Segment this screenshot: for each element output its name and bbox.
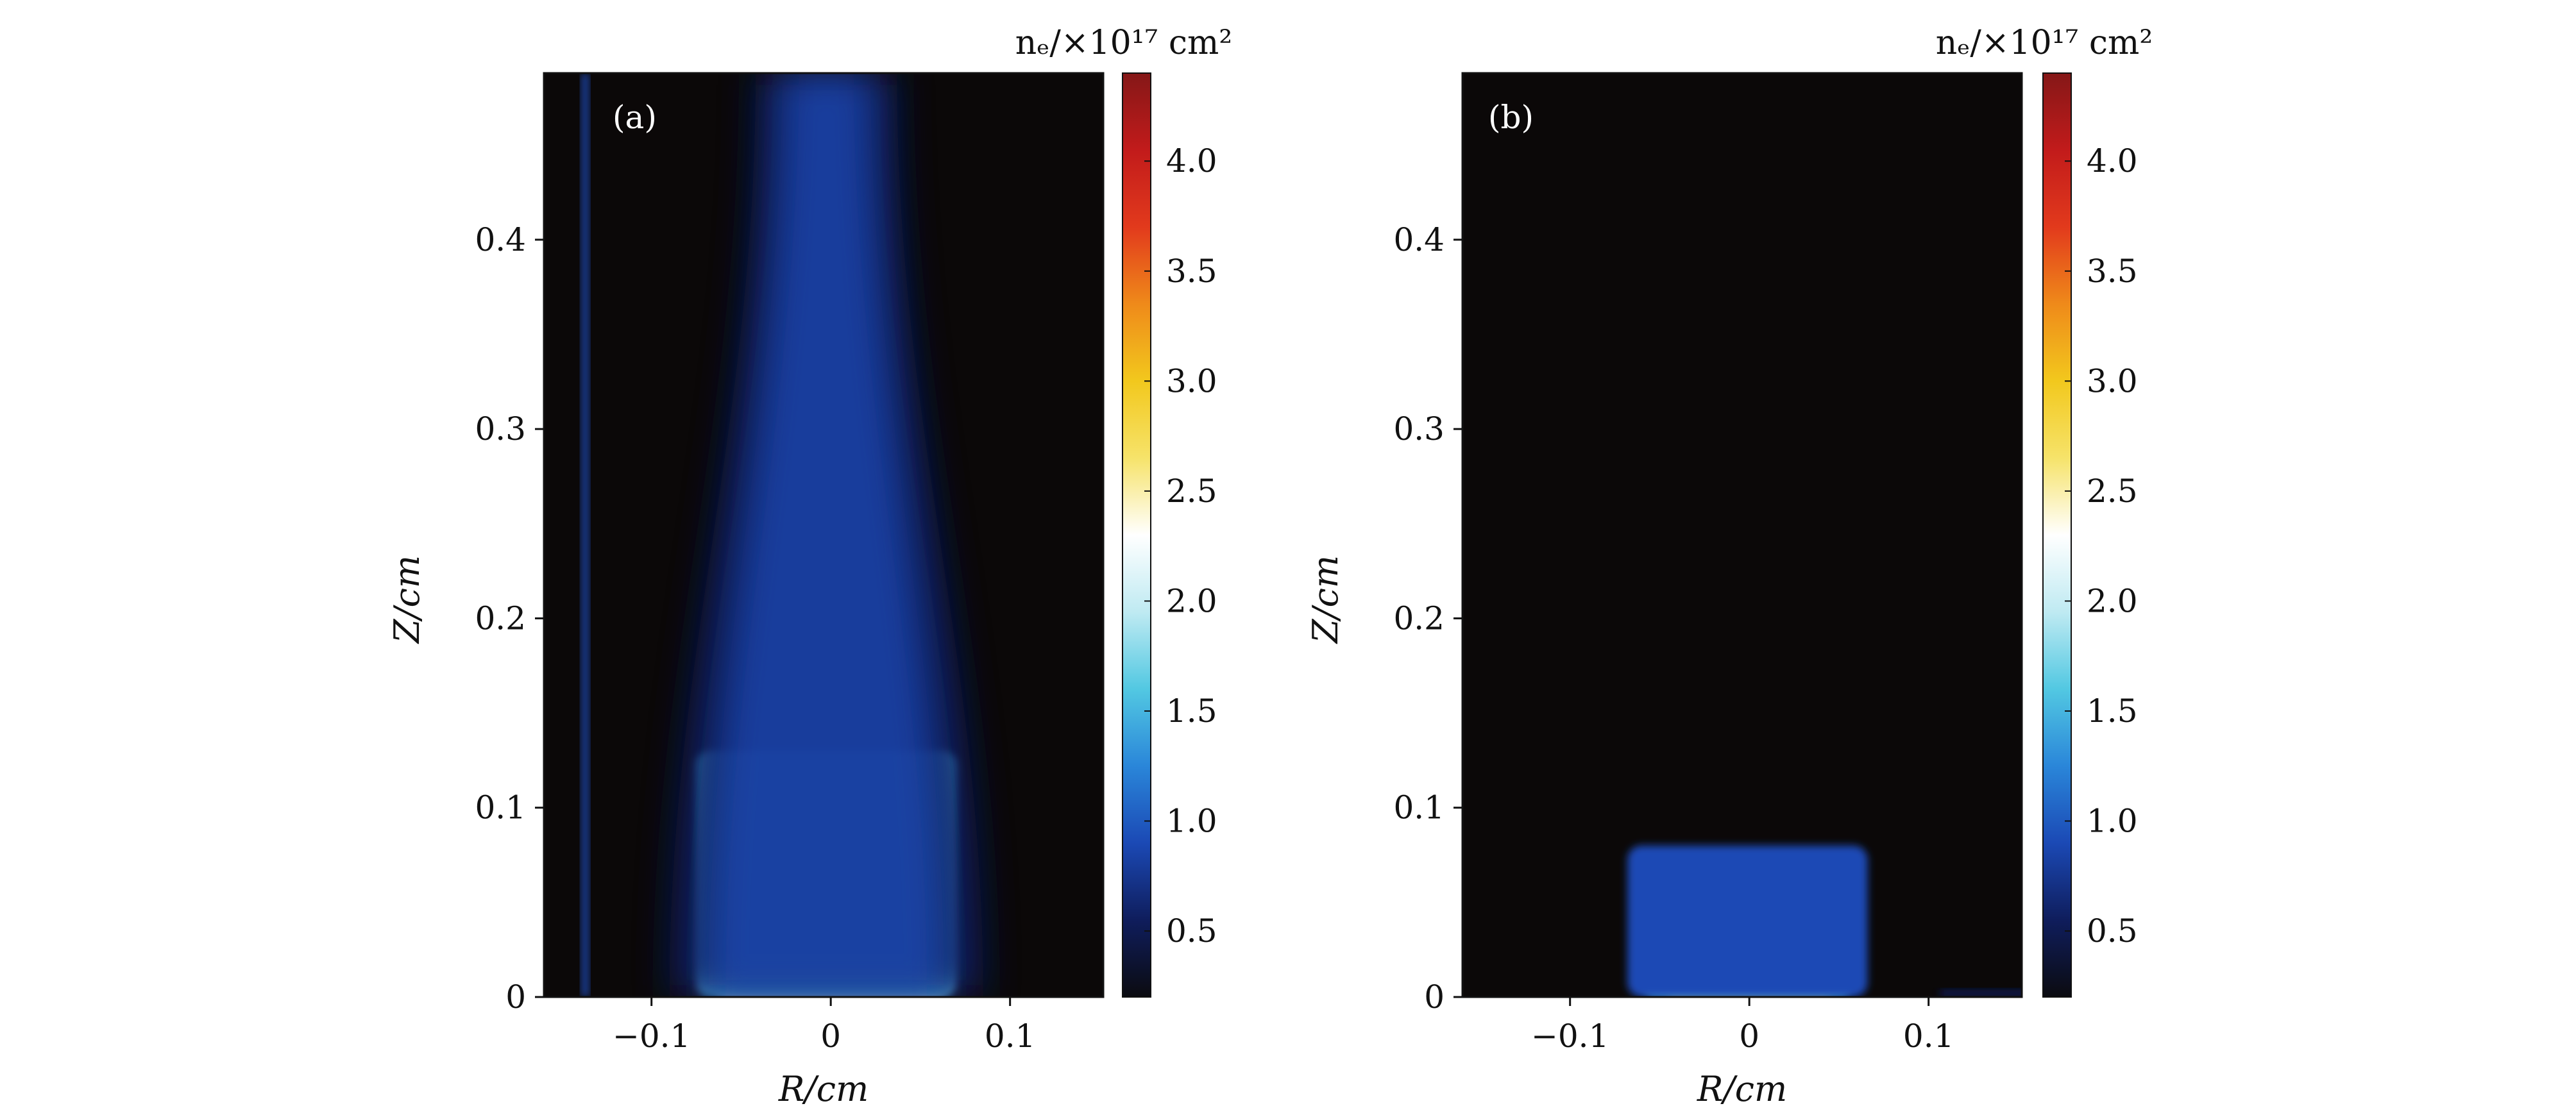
heatmap-field	[581, 73, 983, 997]
y-tick-label: 0	[505, 978, 526, 1016]
colorbar-tick-label: 1.0	[2087, 803, 2138, 840]
chart-panel-b: −0.1 0 0.1 0 0.1 0.2 0.3 0.4 R/cm Z/cm (b) 0.5 1.0 1.…	[1305, 24, 2153, 1106]
heatmap-field	[1627, 845, 2022, 997]
colorbar	[1122, 72, 1151, 998]
plot-frame	[543, 72, 1105, 998]
panel-label: (b)	[1488, 99, 1534, 136]
y-tick-label: 0.2	[475, 599, 526, 637]
colorbar-tick-label: 3.0	[1166, 362, 1217, 399]
x-tick-label: −0.1	[1531, 1018, 1609, 1055]
colorbar-tick-label: 1.0	[1166, 803, 1217, 840]
colorbar-tick-label: 3.5	[2087, 253, 2138, 290]
x-axis-title: R/cm	[1697, 1069, 1787, 1106]
colorbar-tick-label: 2.5	[1166, 473, 1217, 510]
colorbar-tick-label: 2.5	[2087, 473, 2138, 510]
x-tick-label: 0	[820, 1018, 841, 1055]
colorbar-tick-label: 2.0	[2087, 582, 2138, 619]
chart-panel-a: −0.1 0 0.1 0 0.1 0.2 0.3 0.4 R/cm Z/cm (a) 0.5 1.0 1.…	[387, 24, 1232, 1106]
panel-label: (a)	[613, 99, 657, 136]
streak-feature	[581, 73, 589, 997]
y-axis-title: Z/cm	[387, 555, 427, 644]
streak-feature	[1940, 989, 2022, 997]
plot-background	[1462, 73, 2022, 997]
colorbar-tick-label: 3.0	[2087, 362, 2138, 399]
plume-inner	[708, 73, 944, 997]
y-axis-title: Z/cm	[1305, 555, 1346, 644]
colorbar-tick-label: 1.5	[1166, 692, 1217, 730]
x-tick-label: 0	[1739, 1018, 1759, 1055]
y-tick-label: 0.1	[475, 789, 526, 826]
colorbar-tick-label: 0.5	[2087, 912, 2138, 950]
plot-frame	[1461, 72, 2023, 998]
y-tick-label: 0.2	[1393, 599, 1445, 637]
colorbar-tick-label: 0.5	[1166, 912, 1217, 950]
x-tick-label: 0.1	[985, 1018, 1036, 1055]
y-tick-label: 0.1	[1393, 789, 1445, 826]
colorbar-title: nₑ/×10¹⁷ cm²	[1936, 24, 2153, 62]
x-tick-label: 0.1	[1903, 1018, 1954, 1055]
colorbar-tick-label: 4.0	[1166, 142, 1217, 180]
x-tick-label: −0.1	[613, 1018, 690, 1055]
colorbar-tick-label: 4.0	[2087, 142, 2138, 180]
y-tick-label: 0.3	[1393, 410, 1445, 448]
y-tick-label: 0.3	[475, 410, 526, 448]
colorbar-tick-label: 2.0	[1166, 582, 1217, 619]
density-contour	[1627, 845, 1868, 997]
colorbar-tick-label: 3.5	[1166, 253, 1217, 290]
colorbar	[2042, 72, 2072, 998]
x-axis-title: R/cm	[778, 1069, 869, 1106]
y-tick-label: 0	[1424, 978, 1445, 1016]
colorbar-title: nₑ/×10¹⁷ cm²	[1015, 24, 1232, 62]
y-tick-label: 0.4	[475, 221, 526, 258]
colorbar-tick-label: 1.5	[2087, 692, 2138, 730]
y-tick-label: 0.4	[1393, 221, 1445, 258]
